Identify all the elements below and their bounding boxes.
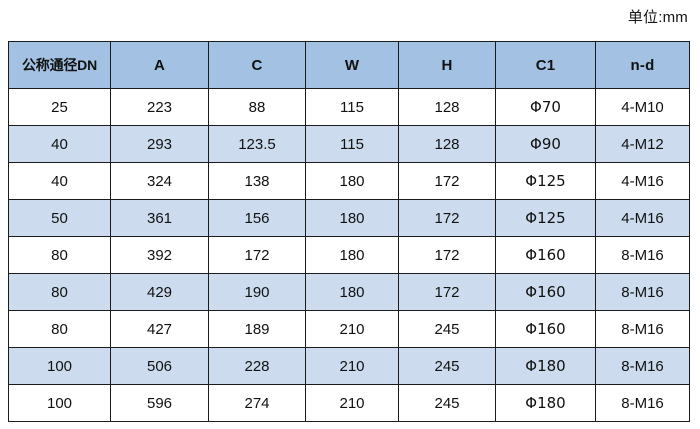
table-row: 25 223 88 115 128 Φ70 4-M10 xyxy=(8,88,690,126)
cell-c1: Φ160 xyxy=(495,310,596,348)
cell-c: 88 xyxy=(208,88,306,126)
cell-c1: Φ180 xyxy=(495,384,596,422)
cell-nd: 8-M16 xyxy=(595,310,690,348)
cell-dn: 50 xyxy=(8,199,111,237)
cell-nd: 8-M16 xyxy=(595,273,690,311)
specification-table: 公称通径DN A C W H C1 n-d 25 223 88 115 128 … xyxy=(8,41,690,422)
cell-a: 392 xyxy=(110,236,209,274)
cell-w: 180 xyxy=(305,162,399,200)
table-header-row: 公称通径DN A C W H C1 n-d xyxy=(8,41,690,89)
cell-c: 123.5 xyxy=(208,125,306,163)
cell-dn: 100 xyxy=(8,384,111,422)
cell-nd: 8-M16 xyxy=(595,384,690,422)
cell-c1: Φ70 xyxy=(495,88,596,126)
cell-nd: 8-M16 xyxy=(595,236,690,274)
cell-a: 427 xyxy=(110,310,209,348)
column-header-dn: 公称通径DN xyxy=(8,41,111,89)
table-row: 40 293 123.5 115 128 Φ90 4-M12 xyxy=(8,125,690,163)
table-row: 80 429 190 180 172 Φ160 8-M16 xyxy=(8,273,690,311)
table-row: 50 361 156 180 172 Φ125 4-M16 xyxy=(8,199,690,237)
cell-w: 115 xyxy=(305,125,399,163)
cell-c1: Φ125 xyxy=(495,162,596,200)
cell-a: 324 xyxy=(110,162,209,200)
cell-w: 180 xyxy=(305,236,399,274)
cell-h: 172 xyxy=(398,273,496,311)
cell-c1: Φ180 xyxy=(495,347,596,385)
cell-w: 180 xyxy=(305,199,399,237)
column-header-c1: C1 xyxy=(495,41,596,89)
cell-h: 245 xyxy=(398,347,496,385)
table-body: 25 223 88 115 128 Φ70 4-M10 40 293 123.5… xyxy=(8,88,690,422)
cell-nd: 8-M16 xyxy=(595,347,690,385)
cell-a: 596 xyxy=(110,384,209,422)
cell-dn: 80 xyxy=(8,273,111,311)
cell-c1: Φ125 xyxy=(495,199,596,237)
cell-dn: 80 xyxy=(8,310,111,348)
cell-c1: Φ160 xyxy=(495,236,596,274)
cell-c1: Φ160 xyxy=(495,273,596,311)
cell-c1: Φ90 xyxy=(495,125,596,163)
cell-w: 180 xyxy=(305,273,399,311)
table-row: 80 427 189 210 245 Φ160 8-M16 xyxy=(8,310,690,348)
cell-dn: 40 xyxy=(8,162,111,200)
cell-dn: 40 xyxy=(8,125,111,163)
cell-dn: 100 xyxy=(8,347,111,385)
cell-a: 223 xyxy=(110,88,209,126)
cell-a: 293 xyxy=(110,125,209,163)
cell-dn: 25 xyxy=(8,88,111,126)
unit-note: 单位:mm xyxy=(627,9,688,26)
cell-h: 172 xyxy=(398,162,496,200)
cell-c: 228 xyxy=(208,347,306,385)
cell-dn: 80 xyxy=(8,236,111,274)
cell-w: 115 xyxy=(305,88,399,126)
column-header-h: H xyxy=(398,41,496,89)
table-row: 80 392 172 180 172 Φ160 8-M16 xyxy=(8,236,690,274)
cell-nd: 4-M12 xyxy=(595,125,690,163)
cell-w: 210 xyxy=(305,384,399,422)
cell-c: 138 xyxy=(208,162,306,200)
cell-nd: 4-M16 xyxy=(595,199,690,237)
column-header-a: A xyxy=(110,41,209,89)
cell-nd: 4-M16 xyxy=(595,162,690,200)
cell-a: 506 xyxy=(110,347,209,385)
cell-c: 172 xyxy=(208,236,306,274)
table-row: 100 506 228 210 245 Φ180 8-M16 xyxy=(8,347,690,385)
cell-w: 210 xyxy=(305,310,399,348)
column-header-nd: n-d xyxy=(595,41,690,89)
cell-nd: 4-M10 xyxy=(595,88,690,126)
table-row: 40 324 138 180 172 Φ125 4-M16 xyxy=(8,162,690,200)
cell-h: 128 xyxy=(398,88,496,126)
cell-c: 189 xyxy=(208,310,306,348)
cell-h: 245 xyxy=(398,310,496,348)
cell-w: 210 xyxy=(305,347,399,385)
table-row: 100 596 274 210 245 Φ180 8-M16 xyxy=(8,384,690,422)
cell-h: 172 xyxy=(398,199,496,237)
cell-h: 172 xyxy=(398,236,496,274)
column-header-w: W xyxy=(305,41,399,89)
cell-a: 429 xyxy=(110,273,209,311)
spec-table-container: 公称通径DN A C W H C1 n-d 25 223 88 115 128 … xyxy=(8,41,690,422)
cell-h: 245 xyxy=(398,384,496,422)
cell-c: 274 xyxy=(208,384,306,422)
cell-a: 361 xyxy=(110,199,209,237)
cell-c: 156 xyxy=(208,199,306,237)
cell-h: 128 xyxy=(398,125,496,163)
cell-c: 190 xyxy=(208,273,306,311)
column-header-c: C xyxy=(208,41,306,89)
